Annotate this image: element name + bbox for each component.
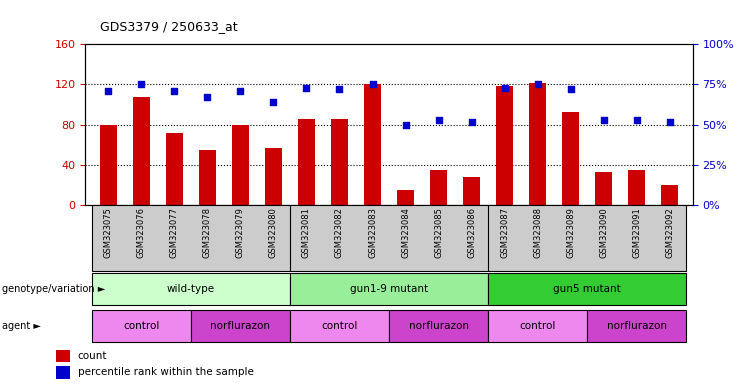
Text: GSM323086: GSM323086 [467,207,476,258]
Point [268,99,279,105]
Text: gun5 mutant: gun5 mutant [554,284,621,295]
Bar [166,133,182,205]
Text: GSM323081: GSM323081 [302,207,311,258]
Bar [431,170,447,205]
Bar [365,84,381,205]
Bar [92,273,290,305]
Point [333,86,345,93]
Text: norflurazon: norflurazon [210,321,270,331]
Bar [191,310,290,342]
Bar [496,86,513,205]
Point [136,81,147,88]
Point [465,119,477,125]
Text: count: count [78,351,107,361]
Bar [463,177,480,205]
Text: percentile rank within the sample: percentile rank within the sample [78,367,253,377]
Bar [133,96,150,205]
Text: control: control [519,321,556,331]
Bar [100,125,116,205]
Point [301,84,313,91]
Text: GSM323085: GSM323085 [434,207,443,258]
Point [433,117,445,123]
Bar [488,310,587,342]
Text: gun1-9 mutant: gun1-9 mutant [350,284,428,295]
Bar [92,310,191,342]
Text: GSM323090: GSM323090 [599,207,608,258]
Point [234,88,246,94]
Bar [290,273,488,305]
Point [532,81,544,88]
Bar [290,310,389,342]
Bar [662,185,678,205]
Point [168,88,180,94]
Text: GSM323087: GSM323087 [500,207,509,258]
Text: GSM323078: GSM323078 [203,207,212,258]
Bar [562,112,579,205]
Text: agent ►: agent ► [2,321,41,331]
Point [202,94,213,101]
Text: GSM323083: GSM323083 [368,207,377,258]
Text: genotype/variation ►: genotype/variation ► [2,284,105,295]
Text: GDS3379 / 250633_at: GDS3379 / 250633_at [100,20,238,33]
Text: norflurazon: norflurazon [607,321,667,331]
Point [367,81,379,88]
Bar [199,150,216,205]
Bar [56,366,70,379]
Text: wild-type: wild-type [167,284,215,295]
Point [631,117,642,123]
Bar [232,125,249,205]
Point [664,119,676,125]
Text: GSM323080: GSM323080 [269,207,278,258]
Point [598,117,610,123]
Text: norflurazon: norflurazon [408,321,468,331]
Bar [488,273,686,305]
Text: GSM323079: GSM323079 [236,207,245,258]
Bar [298,119,315,205]
Bar [331,119,348,205]
Bar [265,148,282,205]
Text: control: control [123,321,159,331]
Text: GSM323091: GSM323091 [632,207,641,258]
Bar [596,172,612,205]
Text: GSM323076: GSM323076 [137,207,146,258]
Text: GSM323082: GSM323082 [335,207,344,258]
Bar [397,190,413,205]
Bar [56,350,70,362]
Point [565,86,576,93]
Text: GSM323088: GSM323088 [533,207,542,258]
Point [499,84,511,91]
Text: GSM323089: GSM323089 [566,207,575,258]
Text: GSM323084: GSM323084 [401,207,410,258]
Text: control: control [322,321,358,331]
Text: GSM323092: GSM323092 [665,207,674,258]
Bar [389,310,488,342]
Text: GSM323077: GSM323077 [170,207,179,258]
Point [102,88,114,94]
Text: GSM323075: GSM323075 [104,207,113,258]
Point [399,122,411,128]
Bar [628,170,645,205]
Bar [529,83,546,205]
Bar [587,310,686,342]
